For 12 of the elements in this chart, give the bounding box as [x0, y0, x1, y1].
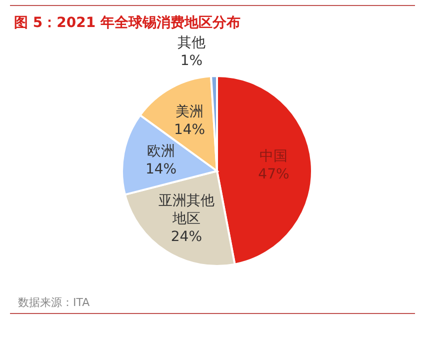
slice-label: 美洲 — [176, 104, 204, 120]
data-label: 14% — [145, 161, 177, 178]
slice-label: 亚洲其他地区 — [158, 193, 214, 228]
slice-label: 欧洲 — [147, 143, 176, 160]
slice-label: 中国 — [260, 148, 288, 165]
data-label: 47% — [258, 166, 290, 183]
chart-title: 图 5：2021 年全球锡消费地区分布 — [14, 14, 240, 32]
data-label: 24% — [170, 229, 202, 246]
source-note: 数据来源：ITA — [18, 295, 90, 310]
data-label: 1% — [180, 53, 203, 70]
data-label: 14% — [174, 122, 206, 138]
slice-label: 其他 — [177, 35, 206, 52]
